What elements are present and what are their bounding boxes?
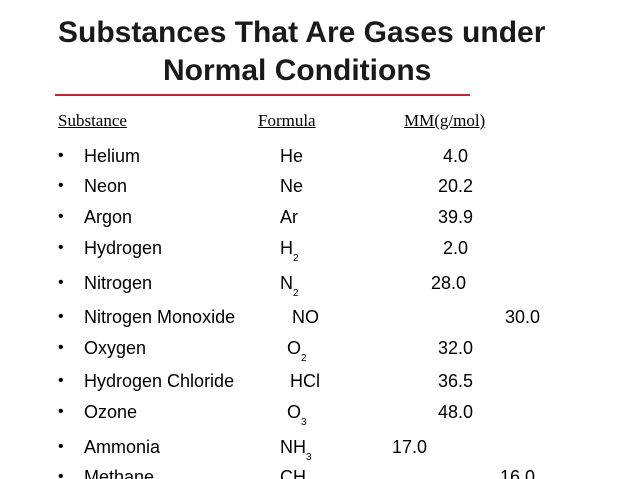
title-line: Normal Conditions	[163, 54, 432, 87]
formula: HCl	[290, 372, 320, 390]
substance-name: Ozone	[84, 402, 138, 422]
formula-base: Ne	[280, 176, 304, 196]
substance-name: Helium	[84, 146, 141, 166]
molar-mass: 28.0	[431, 273, 467, 293]
formula: CH4	[280, 468, 312, 479]
formula-subscript: 3	[301, 417, 307, 428]
formula-subscript: 2	[293, 288, 299, 299]
formula-subscript: 2	[293, 253, 299, 264]
bullet: •	[58, 403, 64, 420]
formula-base: CH	[280, 467, 306, 479]
bullet: •	[58, 208, 64, 225]
formula-base: O	[287, 402, 302, 422]
bullet: •	[58, 308, 64, 325]
molar-mass: 20.2	[438, 176, 474, 196]
molar-mass: 30.0	[505, 307, 541, 327]
formula-base: Ar	[280, 207, 298, 227]
molar-mass: 17.0	[392, 437, 428, 457]
formula: He	[280, 147, 303, 165]
formula: N2	[280, 273, 299, 299]
column-header: MM(g/mol)	[404, 111, 486, 130]
substance-name: Nitrogen Monoxide	[84, 307, 236, 327]
formula: NO	[292, 308, 319, 326]
substance-name: Methane	[84, 467, 155, 479]
substance-name: Nitrogen	[84, 273, 153, 293]
formula: H2	[280, 238, 299, 264]
title-rule	[55, 94, 470, 96]
bullet: •	[58, 438, 64, 455]
bullet: •	[58, 468, 64, 479]
molar-mass: 39.9	[438, 207, 474, 227]
formula-base: NO	[292, 307, 319, 327]
formula-base: HCl	[290, 371, 320, 391]
formula-base: O	[287, 338, 302, 358]
title-line: Substances That Are Gases under	[58, 16, 546, 49]
column-header: Formula	[258, 111, 316, 130]
substance-name: Hydrogen Chloride	[84, 371, 235, 391]
bullet: •	[58, 339, 64, 356]
formula: Ar	[280, 208, 298, 226]
column-header: Substance	[58, 111, 127, 130]
molar-mass: 4.0	[443, 146, 469, 166]
bullet: •	[58, 372, 64, 389]
formula: O2	[287, 338, 307, 364]
molar-mass: 2.0	[443, 238, 469, 258]
molar-mass: 48.0	[438, 402, 474, 422]
bullet: •	[58, 147, 64, 164]
substance-name: Argon	[84, 207, 133, 227]
substance-name: Hydrogen	[84, 238, 163, 258]
formula-base: He	[280, 146, 304, 166]
bullet: •	[58, 239, 64, 256]
formula-subscript: 2	[301, 353, 307, 364]
formula: NH3	[280, 437, 312, 463]
molar-mass: 32.0	[438, 338, 474, 358]
molar-mass: 36.5	[438, 371, 474, 391]
formula-base: H	[280, 238, 293, 258]
substance-name: Ammonia	[84, 437, 161, 457]
formula: Ne	[280, 177, 303, 195]
bullet: •	[58, 274, 64, 291]
formula-base: N	[280, 273, 293, 293]
substance-name: Neon	[84, 176, 128, 196]
substance-name: Oxygen	[84, 338, 147, 358]
molar-mass: 16.0	[500, 467, 536, 479]
formula-subscript: 3	[306, 452, 312, 463]
formula: O3	[287, 402, 307, 428]
formula-base: NH	[280, 437, 306, 457]
bullet: •	[58, 177, 64, 194]
